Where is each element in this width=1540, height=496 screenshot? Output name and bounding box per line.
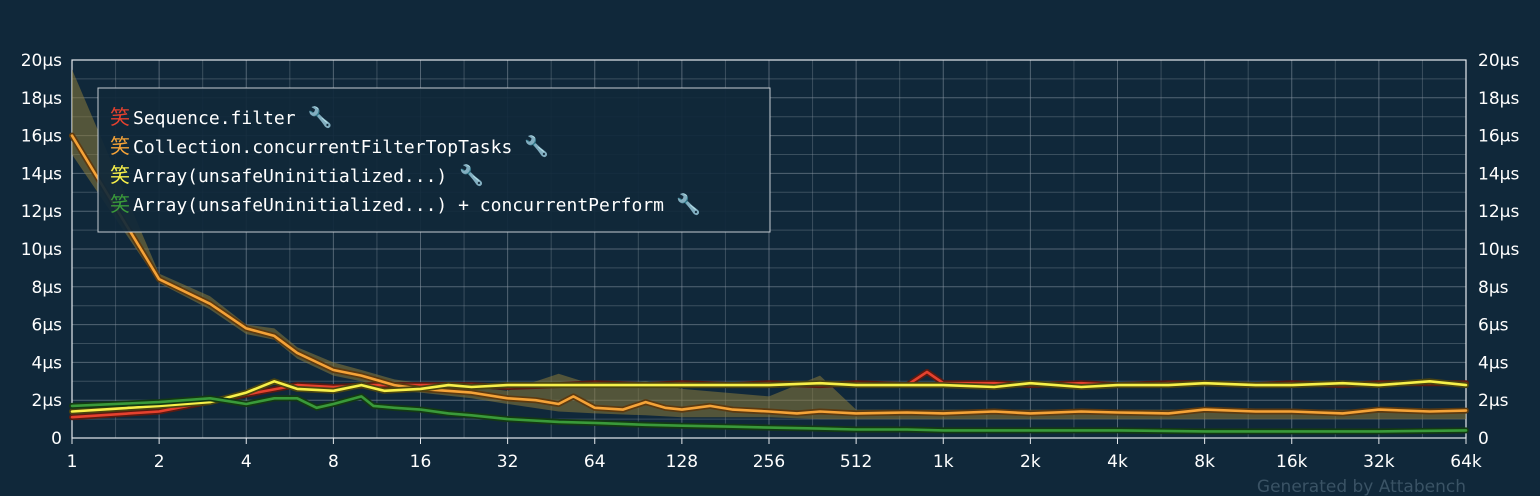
y-tick-label-right: 2µs [1478, 391, 1509, 411]
x-tick-label: 128 [666, 452, 698, 472]
y-tick-label-left: 2µs [32, 391, 63, 411]
y-tick-label-left: 12µs [21, 202, 62, 222]
legend-marker: 笑 [110, 105, 130, 129]
x-tick-label: 1 [67, 452, 78, 472]
series-line [70, 380, 1468, 413]
legend-marker: 笑 [110, 192, 130, 216]
wrench-icon[interactable]: 🔧 [676, 192, 701, 216]
y-tick-label-right: 8µs [1478, 278, 1509, 298]
series-line [70, 134, 1468, 415]
x-tick-label: 8k [1194, 452, 1215, 472]
series-4 [69, 393, 1469, 435]
x-tick-label: 2 [154, 452, 165, 472]
legend-box [97, 87, 771, 233]
series-3 [69, 378, 1469, 415]
y-tick-label-left: 4µs [32, 353, 63, 373]
y-tick-label-left: 20µs [21, 51, 62, 71]
x-tick-label: 4k [1107, 452, 1128, 472]
x-tick-label: 2k [1020, 452, 1041, 472]
x-tick-label: 16k [1276, 452, 1308, 472]
legend-marker: 笑 [110, 163, 130, 187]
y-tick-label-left: 6µs [32, 316, 63, 336]
y-axis-right: 0 2µs 4µs 6µs 8µs 10µs 12µs 14µs 16µs 18µs 20µs [1478, 51, 1519, 449]
legend-label: Array(unsafeUninitialized...) [133, 166, 447, 187]
x-axis: 1 2 4 8 16 32 64 128 256 512 1k 2k 4k 8k 16k 32k 64k [67, 438, 1482, 472]
series-lines [69, 132, 1469, 435]
legend-item[interactable]: 笑 Array(unsafeUninitialized...) + concurr… [110, 192, 701, 216]
y-tick-label-right: 20µs [1478, 51, 1519, 71]
x-tick-label: 1k [933, 452, 954, 472]
footer-credit: Generated by Attabench [1257, 477, 1466, 496]
y-tick-label-right: 12µs [1478, 202, 1519, 222]
x-tick-label: 64 [584, 452, 606, 472]
y-tick-label-left: 14µs [21, 164, 62, 184]
legend-item[interactable]: 笑 Array(unsafeUninitialized...) 🔧 [110, 163, 484, 187]
wrench-icon[interactable]: 🔧 [524, 134, 549, 158]
x-tick-label: 32 [497, 452, 519, 472]
legend[interactable]: 笑 Sequence.filter 🔧笑 Collection.concurrentF… [97, 87, 771, 233]
y-tick-label-left: 8µs [32, 278, 63, 298]
wrench-icon[interactable]: 🔧 [459, 163, 484, 187]
y-tick-label-right: 16µs [1478, 127, 1519, 147]
y-tick-label-right: 6µs [1478, 316, 1509, 336]
wrench-icon[interactable]: 🔧 [308, 105, 333, 129]
y-tick-label-right: 18µs [1478, 89, 1519, 109]
series-2 [69, 132, 1469, 417]
y-tick-label-right: 14µs [1478, 164, 1519, 184]
legend-label: Collection.concurrentFilterTopTasks [133, 137, 512, 158]
legend-label: Sequence.filter [133, 108, 296, 129]
x-tick-label: 64k [1450, 452, 1482, 472]
x-tick-label: 512 [840, 452, 872, 472]
y-axis-left: 0 2µs 4µs 6µs 8µs 10µs 12µs 14µs 16µs 18µs 20µs [21, 51, 62, 449]
y-tick-label-right: 0 [1478, 429, 1489, 449]
y-tick-label-left: 18µs [21, 89, 62, 109]
y-tick-label-right: 4µs [1478, 353, 1509, 373]
x-tick-label: 32k [1363, 452, 1395, 472]
y-tick-label-left: 16µs [21, 127, 62, 147]
x-tick-label: 8 [328, 452, 339, 472]
legend-label: Array(unsafeUninitialized...) + concurre… [133, 195, 664, 216]
legend-item[interactable]: 笑 Collection.concurrentFilterTopTasks 🔧 [110, 134, 549, 158]
x-tick-label: 16 [410, 452, 432, 472]
y-tick-label-left: 10µs [21, 240, 62, 260]
x-tick-label: 256 [753, 452, 785, 472]
y-tick-label-right: 10µs [1478, 240, 1519, 260]
x-tick-label: 4 [241, 452, 252, 472]
legend-marker: 笑 [110, 134, 130, 158]
y-tick-label-left: 0 [51, 429, 62, 449]
legend-item[interactable]: 笑 Sequence.filter 🔧 [110, 105, 332, 129]
series-line [70, 395, 1468, 433]
